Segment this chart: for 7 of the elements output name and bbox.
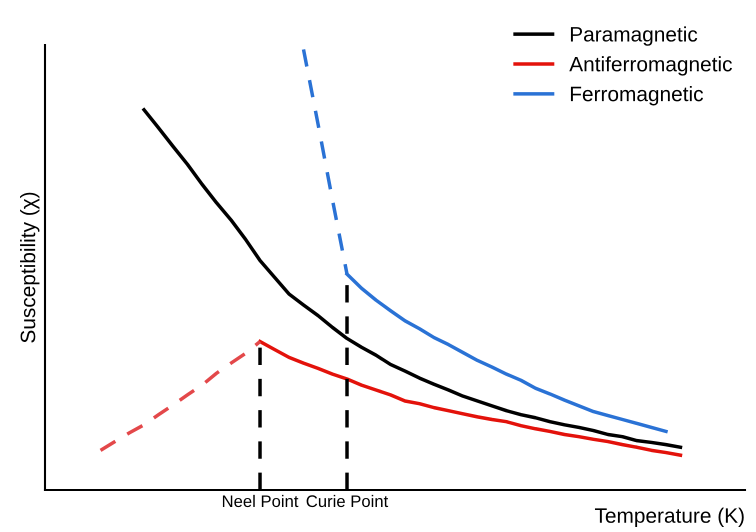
- x-axis-title: Temperature (K): [594, 508, 744, 528]
- legend-label: Ferromagnetic: [570, 86, 703, 106]
- x-tick-label: Curie Point: [306, 494, 388, 508]
- legend-label: Paramagnetic: [570, 26, 698, 46]
- y-axis-title: Susceptibility (χ): [20, 192, 40, 343]
- x-tick-label: Neel Point: [222, 494, 298, 508]
- legend-label: Antiferromagnetic: [569, 56, 732, 76]
